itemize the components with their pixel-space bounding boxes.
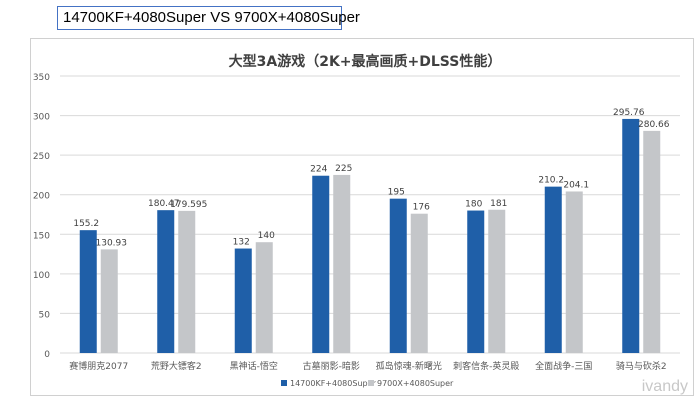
gridlines <box>60 75 680 354</box>
y-tick-label: 200 <box>33 192 50 202</box>
bar-series1 <box>157 210 175 353</box>
x-tick-label: 赛博朋克2077 <box>69 360 128 372</box>
legend-label: 14700KF+4080Super <box>290 379 377 388</box>
data-label: 204.1 <box>563 180 589 190</box>
y-tick-label: 150 <box>33 231 50 241</box>
bar-series1 <box>234 248 252 353</box>
data-label: 180 <box>465 200 482 210</box>
legend: 14700KF+4080Super 9700X+4080Super <box>281 379 454 388</box>
y-axis-ticks: 0 50 100 150 200 250 300 350 <box>33 73 50 360</box>
data-label: 295.76 <box>613 108 645 118</box>
y-tick-label: 0 <box>44 350 50 360</box>
data-label: 132 <box>233 238 250 248</box>
bar-series1 <box>467 210 485 353</box>
bar-series1 <box>622 118 640 353</box>
y-tick-label: 50 <box>39 310 51 320</box>
bar-series1 <box>312 175 330 353</box>
x-tick-label: 骑马与砍杀2 <box>616 360 667 372</box>
data-label: 224 <box>310 165 327 175</box>
data-label: 130.93 <box>96 238 128 248</box>
legend-swatch <box>281 380 287 386</box>
x-axis-ticks: 赛博朋克2077 荒野大镖客2 黑神话-悟空 古墓丽影-暗影 孤岛惊魂-新曙光 刺客信条-… <box>69 360 666 372</box>
data-label: 210.2 <box>538 176 564 186</box>
x-tick-label: 刺客信条-英灵殿 <box>453 360 519 372</box>
data-label: 180.47 <box>148 199 180 209</box>
data-label: 280.66 <box>638 120 670 130</box>
bar-series1 <box>79 230 97 353</box>
watermark: ivandy <box>641 378 688 395</box>
x-tick-label: 全面战争-三国 <box>535 360 592 372</box>
bar-series2 <box>333 174 351 353</box>
legend-swatch <box>368 380 374 386</box>
chart-frame <box>30 38 694 396</box>
y-tick-label: 300 <box>33 113 50 123</box>
bar-series2 <box>410 213 428 353</box>
data-label: 155.2 <box>73 219 99 229</box>
x-tick-label: 荒野大镖客2 <box>151 360 202 372</box>
y-tick-label: 100 <box>33 271 50 281</box>
chart-title: 大型3A游戏（2K+最高画质+DLSS性能） <box>229 53 502 70</box>
x-tick-label: 孤岛惊魂-新曙光 <box>376 360 442 372</box>
x-tick-label: 黑神话-悟空 <box>230 360 278 372</box>
y-tick-label: 350 <box>33 73 50 83</box>
bar-series1 <box>544 186 562 353</box>
bars <box>79 118 661 353</box>
bar-series2 <box>178 210 196 353</box>
y-tick-label: 250 <box>33 152 50 162</box>
legend-label: 9700X+4080Super <box>377 379 454 388</box>
bar-series2 <box>255 242 273 353</box>
data-label: 140 <box>258 231 275 241</box>
bar-series2 <box>100 249 118 353</box>
data-label: 195 <box>388 188 405 198</box>
data-label: 181 <box>490 199 507 209</box>
data-label: 225 <box>335 164 352 174</box>
data-label: 179.595 <box>170 200 207 210</box>
bar-series2 <box>643 130 661 353</box>
x-tick-label: 古墓丽影-暗影 <box>303 360 360 372</box>
bar-series1 <box>389 198 407 353</box>
bar-series2 <box>565 191 583 353</box>
comparison-caption: 14700KF+4080Super VS 9700X+4080Super <box>57 6 360 30</box>
bar-series2 <box>488 209 506 353</box>
data-label: 176 <box>413 203 430 213</box>
